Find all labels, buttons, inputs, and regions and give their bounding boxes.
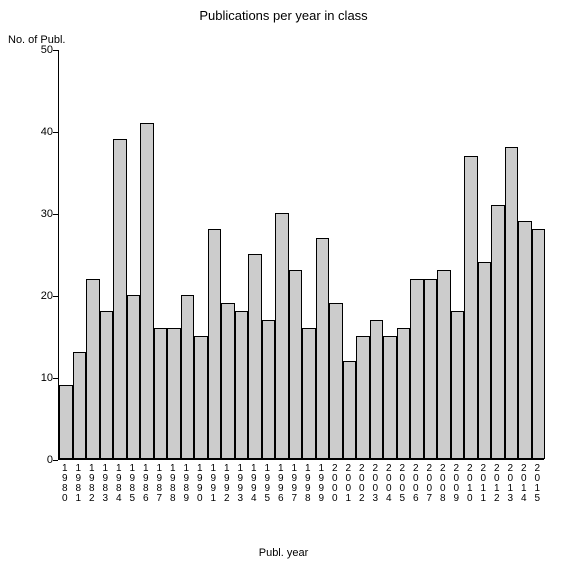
x-tick-label: 1991 xyxy=(208,464,218,504)
bar xyxy=(208,229,222,459)
bar xyxy=(424,279,438,459)
bar xyxy=(383,336,397,459)
x-tick-label: 2007 xyxy=(424,464,434,504)
x-tick-label: 2001 xyxy=(343,464,353,504)
x-tick-label: 2008 xyxy=(438,464,448,504)
bar xyxy=(100,311,114,459)
x-tick-label: 1983 xyxy=(100,464,110,504)
bar xyxy=(275,213,289,459)
x-tick-label: 1988 xyxy=(168,464,178,504)
bar xyxy=(248,254,262,459)
x-tick-label: 2000 xyxy=(330,464,340,504)
bar xyxy=(86,279,100,459)
bar xyxy=(451,311,465,459)
bar xyxy=(113,139,127,459)
x-tick-label: 2002 xyxy=(357,464,367,504)
y-tick-label: 20 xyxy=(23,290,53,302)
y-tick-label: 0 xyxy=(23,454,53,466)
plot-area xyxy=(58,50,544,460)
bar xyxy=(302,328,316,459)
bar xyxy=(518,221,532,459)
x-tick-label: 1982 xyxy=(87,464,97,504)
x-tick-label: 1984 xyxy=(114,464,124,504)
x-tick-label: 2003 xyxy=(370,464,380,504)
bar xyxy=(316,238,330,459)
bar xyxy=(478,262,492,459)
bar xyxy=(181,295,195,459)
bar xyxy=(221,303,235,459)
y-tick-label: 40 xyxy=(23,126,53,138)
x-tick-label: 1999 xyxy=(316,464,326,504)
y-tick-label: 50 xyxy=(23,44,53,56)
x-tick-label: 2012 xyxy=(492,464,502,504)
bar xyxy=(127,295,141,459)
x-tick-label: 1992 xyxy=(222,464,232,504)
bar xyxy=(140,123,154,459)
x-tick-label: 1996 xyxy=(276,464,286,504)
bar xyxy=(167,328,181,459)
bar xyxy=(370,320,384,459)
bar xyxy=(154,328,168,459)
bar xyxy=(73,352,87,459)
x-tick-label: 1995 xyxy=(262,464,272,504)
bar xyxy=(289,270,303,459)
bar xyxy=(410,279,424,459)
y-tick-label: 10 xyxy=(23,372,53,384)
bar xyxy=(491,205,505,459)
bar xyxy=(532,229,546,459)
x-tick-label: 1987 xyxy=(154,464,164,504)
x-tick-label: 1985 xyxy=(127,464,137,504)
x-tick-label: 1990 xyxy=(195,464,205,504)
publications-bar-chart: Publications per year in class No. of Pu… xyxy=(0,0,567,567)
x-tick-label: 1980 xyxy=(60,464,70,504)
y-tick-label: 30 xyxy=(23,208,53,220)
x-axis-label: Publ. year xyxy=(0,547,567,559)
bar xyxy=(343,361,357,459)
x-tick-label: 1986 xyxy=(141,464,151,504)
bar xyxy=(437,270,451,459)
bar xyxy=(329,303,343,459)
bar xyxy=(262,320,276,459)
x-tick-label: 2011 xyxy=(478,464,488,504)
chart-title: Publications per year in class xyxy=(0,8,567,23)
bar xyxy=(194,336,208,459)
bar xyxy=(235,311,249,459)
x-tick-label: 2005 xyxy=(397,464,407,504)
x-tick-label: 1989 xyxy=(181,464,191,504)
x-tick-label: 2006 xyxy=(411,464,421,504)
x-tick-label: 2010 xyxy=(465,464,475,504)
x-tick-label: 1997 xyxy=(289,464,299,504)
bar xyxy=(464,156,478,459)
x-tick-label: 2013 xyxy=(505,464,515,504)
bar xyxy=(59,385,73,459)
bar xyxy=(356,336,370,459)
x-tick-label: 2009 xyxy=(451,464,461,504)
x-tick-label: 1981 xyxy=(73,464,83,504)
y-tick-mark xyxy=(53,460,58,461)
x-tick-label: 2004 xyxy=(384,464,394,504)
bar xyxy=(505,147,519,459)
x-tick-label: 1998 xyxy=(303,464,313,504)
bar xyxy=(397,328,411,459)
x-tick-label: 1994 xyxy=(249,464,259,504)
x-tick-label: 2014 xyxy=(519,464,529,504)
x-tick-label: 2015 xyxy=(532,464,542,504)
x-tick-label: 1993 xyxy=(235,464,245,504)
